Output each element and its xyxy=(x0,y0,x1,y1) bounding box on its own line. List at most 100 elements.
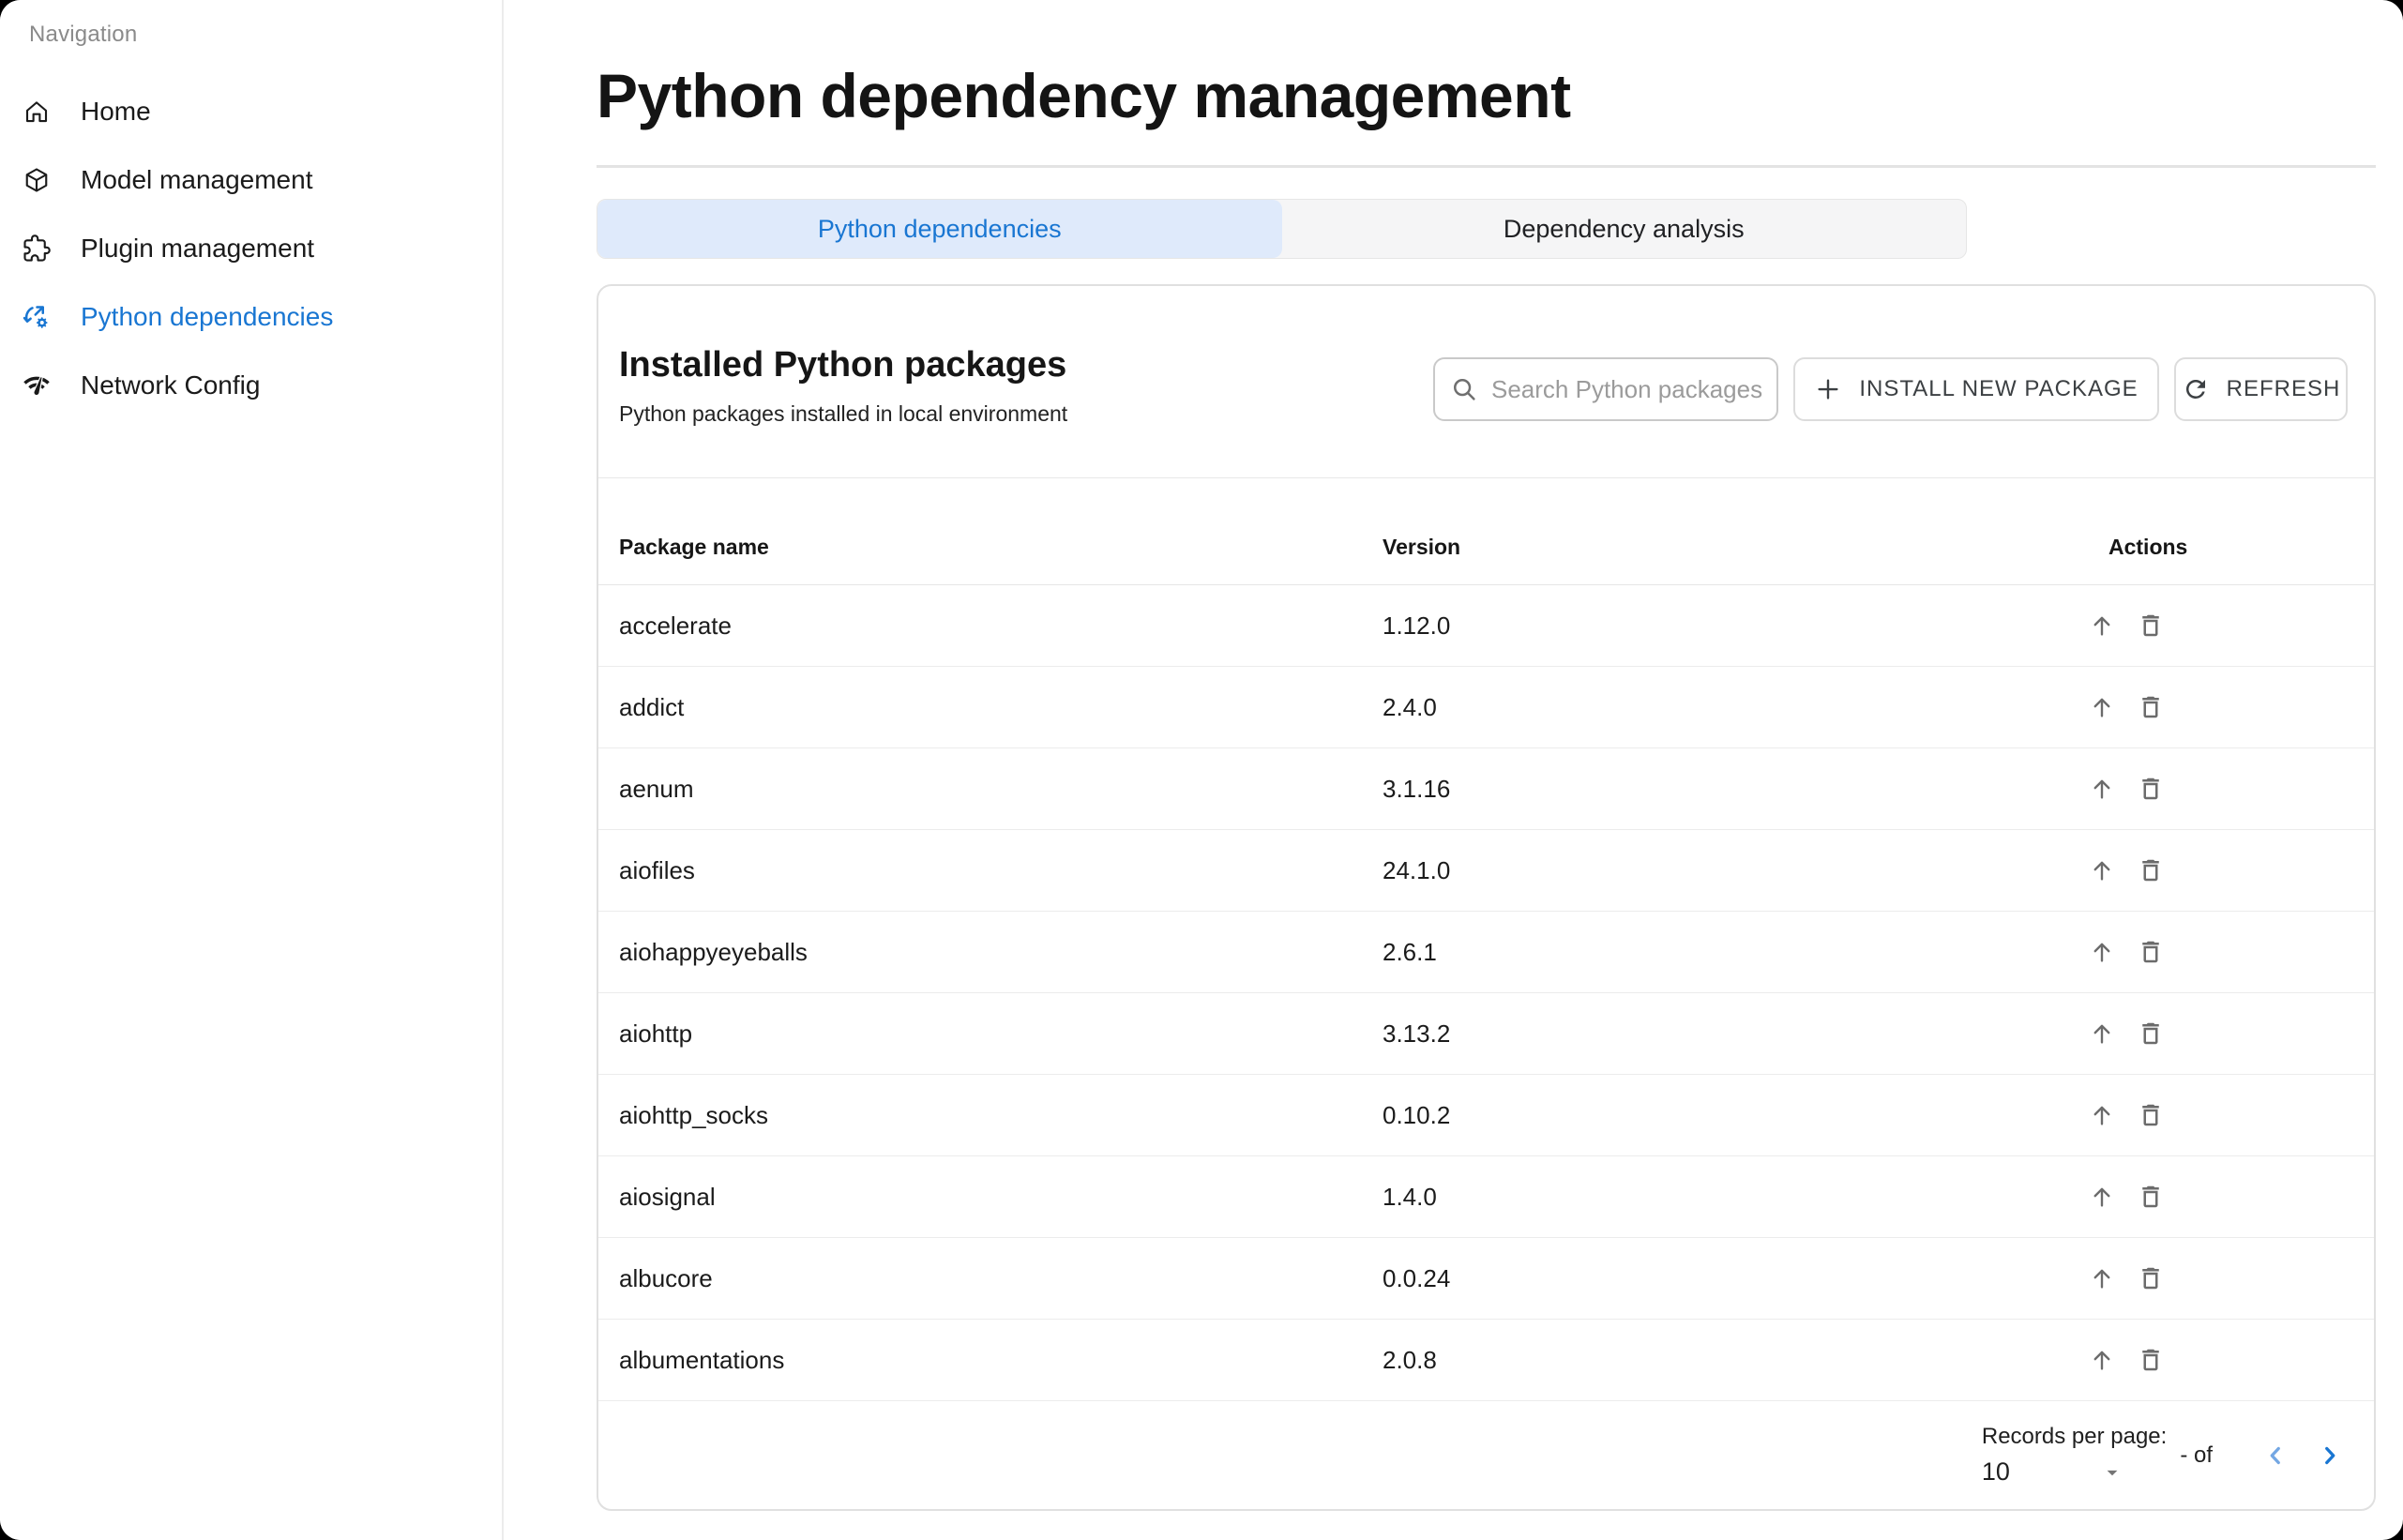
package-name-cell: accelerate xyxy=(598,585,1383,667)
delete-package-button[interactable] xyxy=(2137,1019,2165,1048)
upgrade-package-button[interactable] xyxy=(2088,775,2116,803)
package-version-cell: 2.4.0 xyxy=(1383,667,2088,748)
plus-icon xyxy=(1814,375,1842,403)
table-body: accelerate 1.12.0 xyxy=(598,585,2374,1401)
packages-table: Package name Version Actions accelerate … xyxy=(598,478,2374,1402)
delete-package-button[interactable] xyxy=(2137,775,2165,803)
arrow-up-icon xyxy=(2088,938,2116,966)
chevron-left-icon xyxy=(2261,1442,2290,1470)
search-icon xyxy=(1450,375,1478,403)
tab-python-dependencies[interactable]: Python dependencies xyxy=(597,200,1282,258)
package-name-cell: aiohttp_socks xyxy=(598,1075,1383,1156)
table-row: aiofiles 24.1.0 xyxy=(598,830,2374,912)
table-header: Package name Version Actions xyxy=(598,478,2374,585)
package-name-cell: albumentations xyxy=(598,1320,1383,1401)
delete-package-button[interactable] xyxy=(2137,1264,2165,1292)
upgrade-package-button[interactable] xyxy=(2088,1264,2116,1292)
column-header-version: Version xyxy=(1383,478,2088,585)
main-content: Python dependency management Python depe… xyxy=(504,0,2403,1540)
upgrade-package-button[interactable] xyxy=(2088,611,2116,640)
arrow-up-icon xyxy=(2088,775,2116,803)
table-pagination: Records per page: 10 - of xyxy=(598,1401,2374,1509)
delete-package-button[interactable] xyxy=(2137,611,2165,640)
upgrade-package-button[interactable] xyxy=(2088,938,2116,966)
trash-icon xyxy=(2137,693,2165,721)
sidebar-item-home[interactable]: Home xyxy=(0,77,502,145)
package-actions-cell xyxy=(2088,993,2374,1075)
delete-package-button[interactable] xyxy=(2137,1101,2165,1129)
arrow-up-icon xyxy=(2088,856,2116,884)
caret-down-icon xyxy=(2100,1460,2124,1485)
records-per-page: Records per page: 10 xyxy=(1982,1424,2167,1487)
table-row: aiohappyeyeballs 2.6.1 xyxy=(598,912,2374,993)
upgrade-package-button[interactable] xyxy=(2088,1346,2116,1374)
delete-package-button[interactable] xyxy=(2137,938,2165,966)
search-input[interactable] xyxy=(1491,375,1773,404)
sidebar-item-python-dependencies[interactable]: Python dependencies xyxy=(0,282,502,351)
installed-packages-card: Installed Python packages Python package… xyxy=(597,284,2376,1511)
delete-package-button[interactable] xyxy=(2137,1346,2165,1374)
upgrade-package-button[interactable] xyxy=(2088,1101,2116,1129)
records-per-page-select[interactable]: 10 xyxy=(1982,1457,2124,1487)
table-row: albumentations 2.0.8 xyxy=(598,1320,2374,1401)
delete-package-button[interactable] xyxy=(2137,1183,2165,1211)
package-actions-cell xyxy=(2088,748,2374,830)
previous-page-button[interactable] xyxy=(2259,1440,2291,1472)
network-icon xyxy=(23,371,51,400)
table-row: addict 2.4.0 xyxy=(598,667,2374,748)
delete-package-button[interactable] xyxy=(2137,856,2165,884)
package-version-cell: 3.1.16 xyxy=(1383,748,2088,830)
sidebar-nav: Home Model management xyxy=(0,77,502,419)
package-version-cell: 3.13.2 xyxy=(1383,993,2088,1075)
install-button-label: INSTALL NEW PACKAGE xyxy=(1859,376,2138,402)
package-version-cell: 0.0.24 xyxy=(1383,1238,2088,1320)
sidebar-item-model-management[interactable]: Model management xyxy=(0,145,502,214)
card-title: Installed Python packages xyxy=(619,344,1067,385)
tab-bar: Python dependencies Dependency analysis xyxy=(597,199,1967,259)
page-title: Python dependency management xyxy=(597,58,2376,133)
package-name-cell: albucore xyxy=(598,1238,1383,1320)
package-actions-cell xyxy=(2088,1320,2374,1401)
package-actions-cell xyxy=(2088,912,2374,993)
arrow-up-icon xyxy=(2088,693,2116,721)
sidebar-caption: Navigation xyxy=(29,21,502,49)
table-row: albucore 0.0.24 xyxy=(598,1238,2374,1320)
trash-icon xyxy=(2137,775,2165,803)
next-page-button[interactable] xyxy=(2314,1440,2346,1472)
upgrade-package-button[interactable] xyxy=(2088,1183,2116,1211)
table-row: accelerate 1.12.0 xyxy=(598,585,2374,667)
sync-gear-icon xyxy=(23,303,51,331)
upgrade-package-button[interactable] xyxy=(2088,1019,2116,1048)
trash-icon xyxy=(2137,1264,2165,1292)
trash-icon xyxy=(2137,611,2165,640)
package-name-cell: aenum xyxy=(598,748,1383,830)
sidebar-item-plugin-management[interactable]: Plugin management xyxy=(0,214,502,282)
table-row: aiohttp 3.13.2 xyxy=(598,993,2374,1075)
sidebar: Navigation Home Model ma xyxy=(0,0,504,1540)
sidebar-item-label: Plugin management xyxy=(81,234,314,264)
sidebar-item-network-config[interactable]: Network Config xyxy=(0,351,502,419)
refresh-button[interactable]: REFRESH xyxy=(2174,357,2348,421)
arrow-up-icon xyxy=(2088,1264,2116,1292)
chevron-right-icon xyxy=(2316,1442,2344,1470)
table-row: aiosignal 1.4.0 xyxy=(598,1156,2374,1238)
package-name-cell: aiohappyeyeballs xyxy=(598,912,1383,993)
arrow-up-icon xyxy=(2088,1019,2116,1048)
package-actions-cell xyxy=(2088,830,2374,912)
arrow-up-icon xyxy=(2088,1183,2116,1211)
trash-icon xyxy=(2137,938,2165,966)
card-subtitle: Python packages installed in local envir… xyxy=(619,400,1067,427)
package-name-cell: aiosignal xyxy=(598,1156,1383,1238)
trash-icon xyxy=(2137,1101,2165,1129)
delete-package-button[interactable] xyxy=(2137,693,2165,721)
tab-dependency-analysis[interactable]: Dependency analysis xyxy=(1282,200,1967,258)
sidebar-item-label: Python dependencies xyxy=(81,302,333,332)
upgrade-package-button[interactable] xyxy=(2088,856,2116,884)
install-new-package-button[interactable]: INSTALL NEW PACKAGE xyxy=(1793,357,2159,421)
package-name-cell: aiohttp xyxy=(598,993,1383,1075)
package-actions-cell xyxy=(2088,585,2374,667)
upgrade-package-button[interactable] xyxy=(2088,693,2116,721)
search-package-field[interactable] xyxy=(1433,357,1778,421)
cube-icon xyxy=(23,166,51,194)
package-actions-cell xyxy=(2088,1238,2374,1320)
